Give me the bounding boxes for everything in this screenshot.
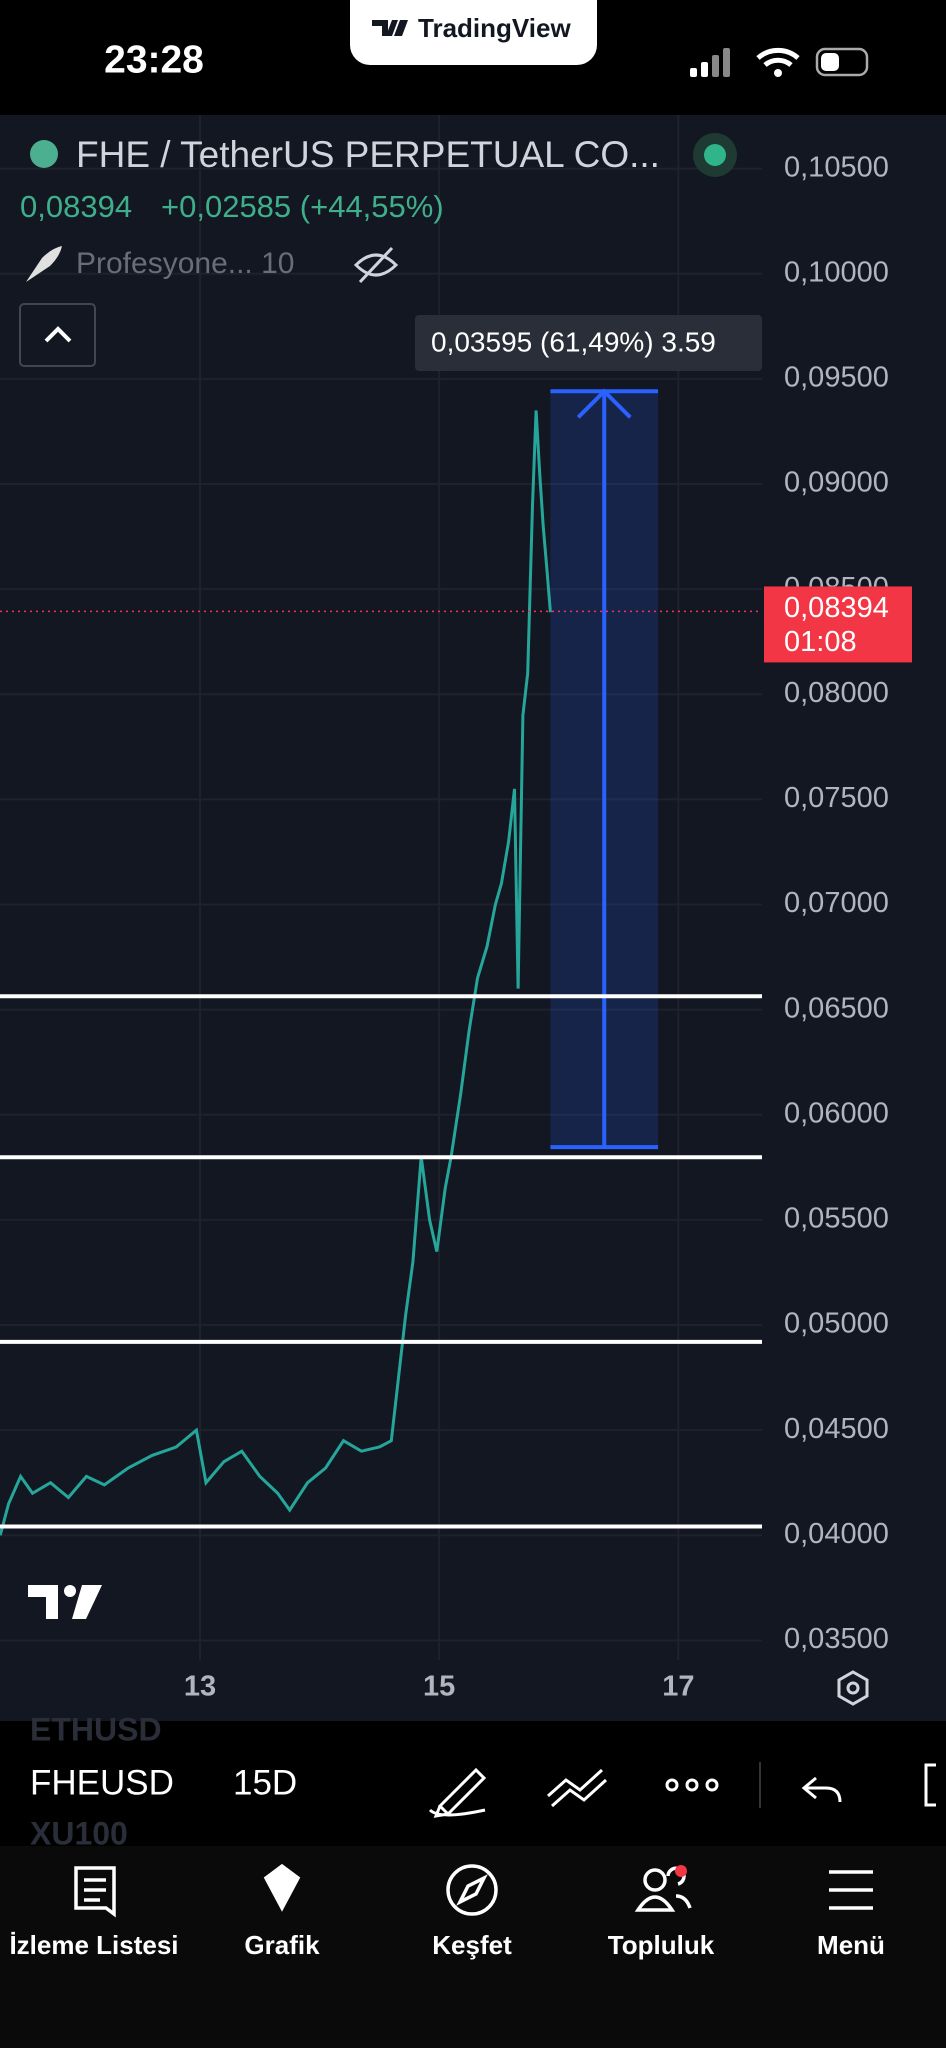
last-price-tag — [764, 586, 912, 663]
undo-button[interactable] — [801, 1776, 842, 1803]
y-tick-label: 0,03500 — [784, 1623, 889, 1655]
x-tick-label: 13 — [184, 1671, 216, 1703]
settings-icon-center — [846, 1681, 860, 1695]
x-tick-label: 17 — [662, 1671, 694, 1703]
nav-label[interactable]: Topluluk — [608, 1930, 715, 1960]
fullscreen-button[interactable] — [924, 1763, 936, 1807]
measure-label: 0,03595 (61,49%) 3.59 — [431, 326, 716, 357]
hide-icon[interactable] — [353, 246, 399, 284]
settings-icon[interactable] — [837, 1670, 869, 1706]
nav-label[interactable]: Grafik — [244, 1930, 320, 1960]
brand-name: TradingView — [418, 13, 571, 43]
nav-label[interactable]: Keşfet — [432, 1930, 512, 1960]
y-tick-label: 0,07000 — [784, 887, 889, 919]
y-tick-label: 0,05000 — [784, 1308, 889, 1340]
symbol-icon — [30, 140, 58, 168]
battery-level — [821, 53, 839, 71]
battery-icon — [815, 47, 869, 77]
chart-layer: 0,105000,100000,095000,090000,085000,080… — [0, 115, 912, 1703]
measure-label-box — [415, 315, 762, 371]
y-tick-label: 0,06000 — [784, 1097, 889, 1129]
more-tools[interactable] — [665, 1778, 719, 1792]
last-price: 0,08394 — [20, 189, 132, 224]
draw-tool[interactable] — [428, 1767, 487, 1818]
toolbar-background — [0, 1721, 946, 1846]
toolbar-interval[interactable]: 15D — [233, 1763, 297, 1802]
y-tick-label: 0,04000 — [784, 1518, 889, 1550]
nav-label[interactable]: Menü — [817, 1930, 885, 1960]
brand-logo — [372, 20, 408, 36]
brand-pill — [350, 0, 597, 65]
symbol-title[interactable]: FHE / TetherUS PERPETUAL CO... — [76, 134, 660, 175]
countdown-label: 01:08 — [784, 626, 857, 658]
nav-icons — [74, 1863, 873, 1918]
y-tick-label: 0,09000 — [784, 467, 889, 499]
nav-background — [0, 1846, 946, 2048]
y-tick-label: 0,10500 — [784, 151, 889, 183]
y-tick-label: 0,04500 — [784, 1413, 889, 1445]
y-tick-label: 0,07500 — [784, 782, 889, 814]
measure-arrow-head — [576, 388, 632, 419]
clock: 23:28 — [104, 38, 204, 81]
nav-labels: İzleme Listesi Grafik Keşfet Topluluk Menü — [9, 1930, 884, 1960]
wifi-dot — [774, 69, 782, 77]
price-change: +0,02585 (+44,55%) — [161, 189, 444, 224]
y-tick-label: 0,10000 — [784, 256, 889, 288]
last-price-label: 0,08394 — [784, 592, 889, 624]
y-tick-label: 0,09500 — [784, 362, 889, 394]
toolbar-symbol[interactable]: FHEUSD — [30, 1763, 174, 1802]
signal-icon — [690, 48, 730, 77]
market-status-dot — [704, 144, 726, 166]
watch-above[interactable]: ETHUSD — [30, 1711, 162, 1747]
y-tick-label: 0,05500 — [784, 1203, 889, 1235]
chart-watermark — [28, 1585, 102, 1619]
price-line — [0, 410, 552, 1536]
indicator-icon — [26, 246, 62, 282]
x-tick-label: 15 — [423, 1671, 455, 1703]
trend-tool[interactable] — [547, 1768, 608, 1808]
collapse-icon — [44, 326, 72, 343]
y-tick-label: 0,08000 — [784, 677, 889, 709]
indicator-name[interactable]: Profesyone... 10 — [76, 247, 294, 280]
y-tick-label: 0,06500 — [784, 992, 889, 1024]
wifi-icon — [756, 47, 800, 68]
watch-below[interactable]: XU100 — [30, 1815, 128, 1851]
notification-dot — [675, 1865, 687, 1877]
nav-label[interactable]: İzleme Listesi — [9, 1930, 178, 1960]
collapse-button[interactable] — [19, 303, 96, 367]
